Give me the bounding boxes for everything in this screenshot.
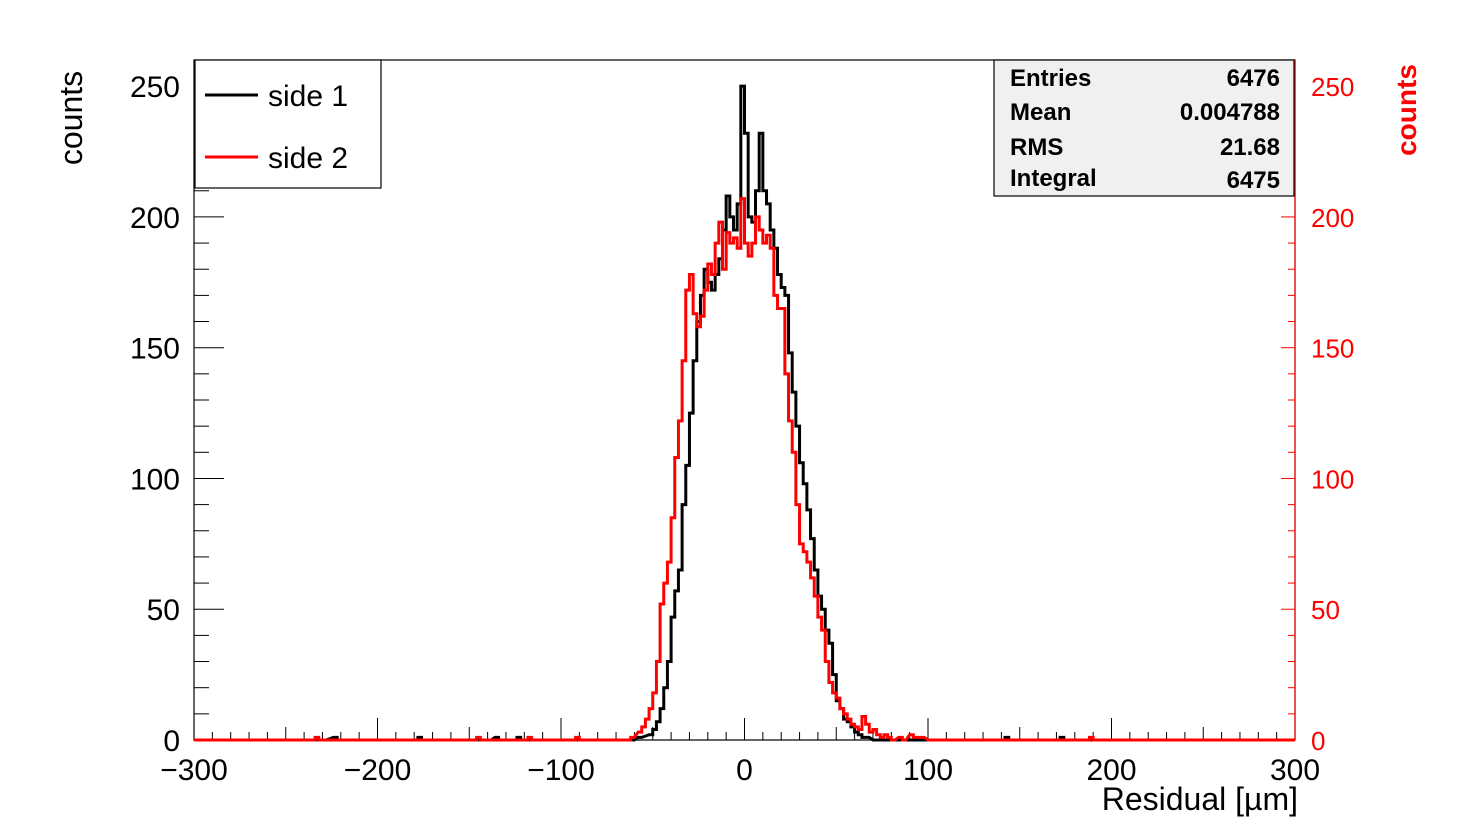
y-axis-right-title: counts: [1391, 64, 1422, 156]
stats-box: Entries 6476 Mean 0.004788 RMS 21.68 Int…: [993, 59, 1295, 197]
series-side2-histogram: [194, 197, 1295, 742]
legend-label-side2: side 2: [268, 142, 348, 175]
y-right-tick-label: 100: [1311, 464, 1354, 494]
x-tick-label: 100: [903, 754, 953, 787]
x-axis-ticks: −300 −200 −100 0 100 200 300: [160, 718, 1320, 787]
x-axis-title: Residual [µm]: [1102, 781, 1298, 817]
y-left-tick-label: 50: [147, 594, 180, 627]
x-tick-label: 300: [1270, 754, 1320, 787]
stats-value-integral: 6475: [1227, 167, 1280, 194]
x-tick-label: −100: [527, 754, 595, 787]
legend-label-side1: side 1: [268, 80, 348, 113]
x-tick-label: 200: [1086, 754, 1136, 787]
y-left-tick-label: 150: [130, 333, 180, 366]
x-tick-label: −300: [160, 754, 228, 787]
y-axis-left-ticks: 0 50 100 150 200 250: [130, 59, 224, 758]
stats-box-frame: [993, 59, 1295, 197]
stats-label-mean: Mean: [1010, 99, 1071, 126]
y-axis-left-title: counts: [53, 71, 89, 165]
y-left-tick-label: 100: [130, 463, 180, 496]
series-layer: [194, 84, 1295, 742]
legend-box: [194, 59, 382, 189]
y-left-tick-label: 250: [130, 71, 180, 104]
legend: side 1 side 2: [194, 59, 382, 189]
x-tick-label: 0: [736, 754, 753, 787]
y-right-tick-label: 0: [1311, 726, 1325, 756]
stats-label-rms: RMS: [1010, 134, 1063, 161]
y-left-tick-label: 200: [130, 202, 180, 235]
y-right-tick-label: 50: [1311, 595, 1340, 625]
x-tick-label: −200: [344, 754, 412, 787]
stats-value-rms: 21.68: [1220, 134, 1280, 161]
y-left-tick-label: 0: [163, 725, 180, 758]
stats-value-mean: 0.004788: [1180, 99, 1280, 126]
stats-label-entries: Entries: [1010, 65, 1091, 92]
stats-value-entries: 6476: [1227, 65, 1280, 92]
stats-label-integral: Integral: [1010, 165, 1097, 192]
y-right-tick-label: 250: [1311, 72, 1354, 102]
y-right-tick-label: 150: [1311, 334, 1354, 364]
y-right-tick-label: 200: [1311, 203, 1354, 233]
series-side1-histogram: [194, 84, 1295, 742]
